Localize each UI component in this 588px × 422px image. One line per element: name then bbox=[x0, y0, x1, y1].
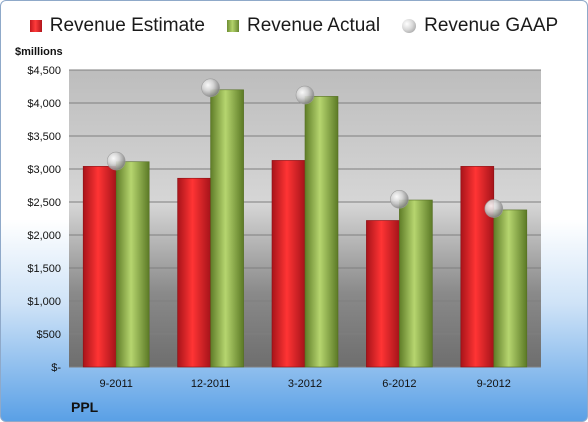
bar-revenue-estimate bbox=[177, 177, 211, 368]
legend: Revenue Estimate Revenue Actual Revenue … bbox=[1, 15, 587, 37]
legend-swatch-estimate bbox=[29, 20, 42, 32]
marker-revenue-gaap bbox=[484, 199, 504, 218]
y-tick-label: $4,500 bbox=[27, 65, 61, 77]
marker-revenue-gaap bbox=[295, 85, 315, 105]
y-tick-label: $3,500 bbox=[27, 131, 61, 143]
x-tick-label: 9-2011 bbox=[99, 378, 132, 390]
legend-item-actual: Revenue Actual bbox=[227, 15, 380, 37]
bars bbox=[82, 78, 528, 368]
bar-revenue-estimate bbox=[82, 166, 117, 368]
y-tick-label: $2,500 bbox=[27, 197, 61, 209]
legend-swatch-actual bbox=[227, 20, 239, 32]
y-tick-label: $- bbox=[51, 362, 61, 374]
y-tick-label: $4,000 bbox=[27, 98, 61, 110]
y-tick-label: $500 bbox=[37, 329, 61, 341]
x-tick-label: 9-2012 bbox=[477, 378, 511, 390]
x-tick-label: 3-2012 bbox=[288, 378, 322, 390]
legend-label-gaap: Revenue GAAP bbox=[424, 15, 559, 36]
marker-revenue-gaap bbox=[201, 78, 220, 98]
bar-revenue-actual bbox=[304, 96, 339, 368]
bar-revenue-estimate bbox=[366, 220, 400, 368]
legend-marker-gaap bbox=[402, 19, 417, 33]
x-tick-label: 6-2012 bbox=[382, 378, 416, 390]
y-axis-unit-label: $millions bbox=[15, 46, 63, 58]
legend-label-actual: Revenue Actual bbox=[247, 15, 381, 36]
marker-revenue-gaap bbox=[390, 190, 409, 209]
y-tick-label: $2,000 bbox=[27, 230, 61, 242]
x-axis-ticks: 9-2011 12-2011 3-2012 6-2012 9-2012 bbox=[99, 378, 510, 390]
legend-label-estimate: Revenue Estimate bbox=[49, 15, 205, 36]
marker-revenue-gaap bbox=[106, 151, 126, 171]
x-tick-label: 12-2011 bbox=[191, 378, 231, 390]
y-tick-label: $1,000 bbox=[27, 296, 61, 308]
bar-revenue-estimate bbox=[271, 160, 306, 368]
legend-item-estimate: Revenue Estimate bbox=[29, 15, 205, 37]
y-tick-label: $3,000 bbox=[27, 164, 61, 176]
legend-item-gaap: Revenue GAAP bbox=[402, 15, 558, 37]
bar-revenue-actual bbox=[210, 89, 244, 368]
y-tick-label: $1,500 bbox=[27, 263, 61, 275]
bar-revenue-actual bbox=[115, 161, 150, 368]
bar-revenue-actual bbox=[493, 209, 528, 368]
bar-revenue-actual bbox=[399, 199, 433, 368]
company-label: PPL bbox=[71, 399, 99, 415]
bar-revenue-estimate bbox=[460, 166, 495, 368]
y-axis-ticks: $- $500 $1,000 $1,500 $2,000 $2,500 $3,000 $3,5… bbox=[27, 65, 61, 374]
